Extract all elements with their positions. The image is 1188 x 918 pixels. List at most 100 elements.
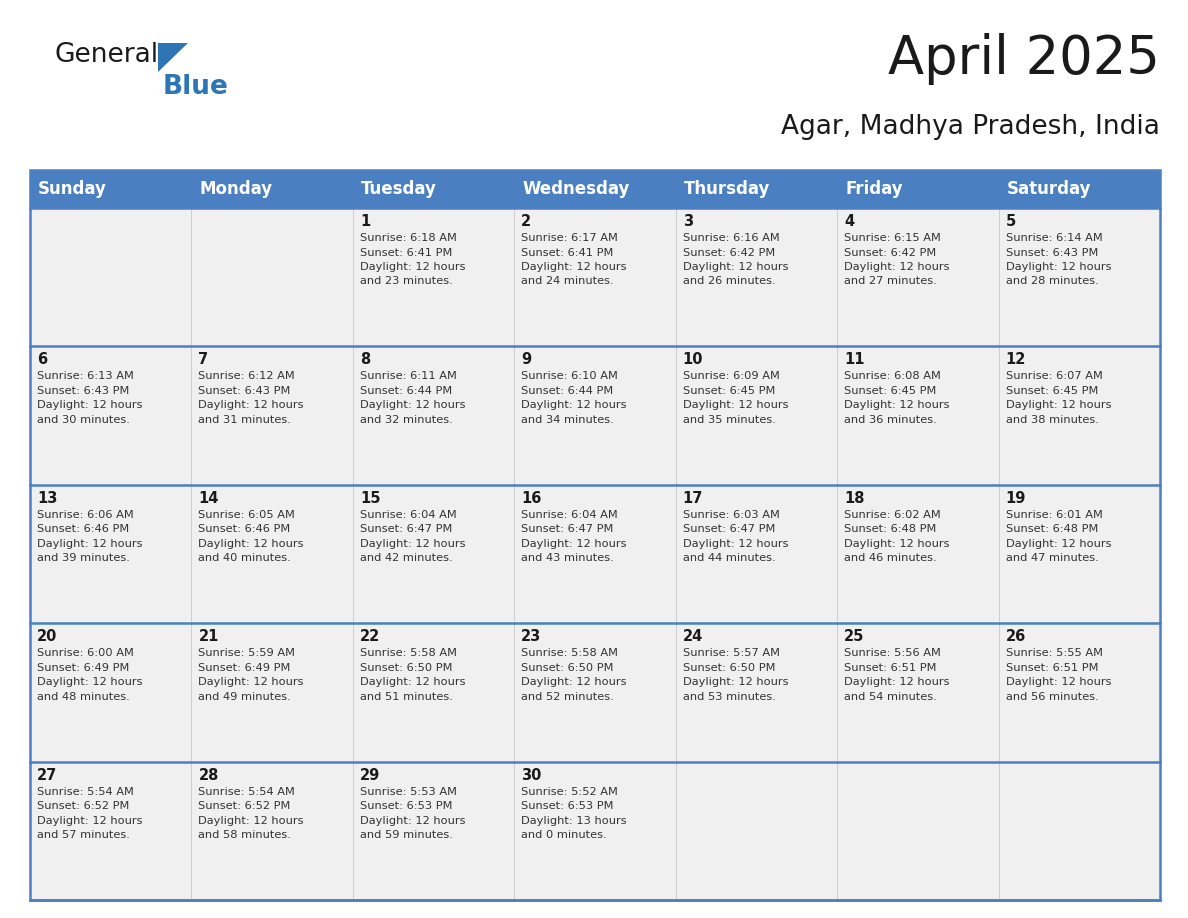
Text: Sunset: 6:47 PM: Sunset: 6:47 PM xyxy=(522,524,614,534)
Text: Daylight: 12 hours: Daylight: 12 hours xyxy=(198,677,304,688)
Text: and 28 minutes.: and 28 minutes. xyxy=(1005,276,1099,286)
Bar xyxy=(999,762,1159,900)
Bar xyxy=(676,346,838,485)
Text: 20: 20 xyxy=(37,629,57,644)
Text: 12: 12 xyxy=(1005,353,1026,367)
Text: and 52 minutes.: and 52 minutes. xyxy=(522,691,614,701)
Text: and 36 minutes.: and 36 minutes. xyxy=(845,415,937,425)
Text: Sunset: 6:43 PM: Sunset: 6:43 PM xyxy=(198,386,291,396)
Bar xyxy=(999,208,1159,346)
Text: 26: 26 xyxy=(1005,629,1025,644)
Text: Sunrise: 5:54 AM: Sunrise: 5:54 AM xyxy=(37,787,134,797)
Text: 21: 21 xyxy=(198,629,219,644)
Text: Saturday: Saturday xyxy=(1006,180,1091,198)
Bar xyxy=(191,623,353,762)
Text: Thursday: Thursday xyxy=(684,180,770,198)
Text: Sunrise: 6:07 AM: Sunrise: 6:07 AM xyxy=(1005,372,1102,381)
Text: and 39 minutes.: and 39 minutes. xyxy=(37,554,129,564)
Text: Sunrise: 6:03 AM: Sunrise: 6:03 AM xyxy=(683,509,779,520)
Text: Daylight: 12 hours: Daylight: 12 hours xyxy=(1005,539,1111,549)
Text: Sunrise: 6:13 AM: Sunrise: 6:13 AM xyxy=(37,372,134,381)
Bar xyxy=(514,170,676,208)
Text: Sunset: 6:45 PM: Sunset: 6:45 PM xyxy=(683,386,775,396)
Text: 3: 3 xyxy=(683,214,693,229)
Text: Sunrise: 6:04 AM: Sunrise: 6:04 AM xyxy=(360,509,456,520)
Bar xyxy=(514,762,676,900)
Bar xyxy=(30,170,1159,900)
Text: Daylight: 12 hours: Daylight: 12 hours xyxy=(198,400,304,410)
Text: Daylight: 12 hours: Daylight: 12 hours xyxy=(37,815,143,825)
Bar xyxy=(999,346,1159,485)
Text: Daylight: 12 hours: Daylight: 12 hours xyxy=(845,677,949,688)
Text: Sunset: 6:53 PM: Sunset: 6:53 PM xyxy=(522,801,614,812)
Bar xyxy=(30,346,191,485)
Text: Sunrise: 6:02 AM: Sunrise: 6:02 AM xyxy=(845,509,941,520)
Text: Sunrise: 6:10 AM: Sunrise: 6:10 AM xyxy=(522,372,618,381)
Text: Blue: Blue xyxy=(163,74,229,100)
Text: Daylight: 12 hours: Daylight: 12 hours xyxy=(360,677,466,688)
Text: and 30 minutes.: and 30 minutes. xyxy=(37,415,129,425)
Bar xyxy=(353,485,514,623)
Text: Daylight: 13 hours: Daylight: 13 hours xyxy=(522,815,627,825)
Polygon shape xyxy=(158,43,188,72)
Bar xyxy=(838,623,999,762)
Text: 22: 22 xyxy=(360,629,380,644)
Text: Daylight: 12 hours: Daylight: 12 hours xyxy=(1005,262,1111,272)
Text: 27: 27 xyxy=(37,767,57,783)
Bar xyxy=(30,762,191,900)
Text: Daylight: 12 hours: Daylight: 12 hours xyxy=(522,262,627,272)
Text: Sunset: 6:46 PM: Sunset: 6:46 PM xyxy=(198,524,291,534)
Text: Daylight: 12 hours: Daylight: 12 hours xyxy=(845,262,949,272)
Bar xyxy=(838,346,999,485)
Text: 2: 2 xyxy=(522,214,531,229)
Text: Sunrise: 6:15 AM: Sunrise: 6:15 AM xyxy=(845,233,941,243)
Text: 7: 7 xyxy=(198,353,209,367)
Bar xyxy=(514,346,676,485)
Text: Daylight: 12 hours: Daylight: 12 hours xyxy=(683,539,788,549)
Text: Monday: Monday xyxy=(200,180,272,198)
Text: 18: 18 xyxy=(845,491,865,506)
Text: and 42 minutes.: and 42 minutes. xyxy=(360,554,453,564)
Text: Daylight: 12 hours: Daylight: 12 hours xyxy=(683,400,788,410)
Bar xyxy=(191,346,353,485)
Text: Sunset: 6:53 PM: Sunset: 6:53 PM xyxy=(360,801,453,812)
Text: Friday: Friday xyxy=(845,180,903,198)
Text: and 31 minutes.: and 31 minutes. xyxy=(198,415,291,425)
Text: Sunrise: 6:18 AM: Sunrise: 6:18 AM xyxy=(360,233,456,243)
Text: Sunset: 6:50 PM: Sunset: 6:50 PM xyxy=(683,663,776,673)
Text: Daylight: 12 hours: Daylight: 12 hours xyxy=(522,400,627,410)
Text: Sunrise: 5:56 AM: Sunrise: 5:56 AM xyxy=(845,648,941,658)
Text: and 53 minutes.: and 53 minutes. xyxy=(683,691,776,701)
Text: 28: 28 xyxy=(198,767,219,783)
Text: 8: 8 xyxy=(360,353,371,367)
Text: Sunrise: 6:09 AM: Sunrise: 6:09 AM xyxy=(683,372,779,381)
Text: Sunrise: 5:58 AM: Sunrise: 5:58 AM xyxy=(522,648,618,658)
Text: Sunrise: 5:54 AM: Sunrise: 5:54 AM xyxy=(198,787,296,797)
Text: 19: 19 xyxy=(1005,491,1026,506)
Bar xyxy=(191,208,353,346)
Text: April 2025: April 2025 xyxy=(889,33,1159,85)
Text: and 26 minutes.: and 26 minutes. xyxy=(683,276,776,286)
Bar xyxy=(838,170,999,208)
Text: and 59 minutes.: and 59 minutes. xyxy=(360,830,453,840)
Bar xyxy=(30,170,191,208)
Text: and 23 minutes.: and 23 minutes. xyxy=(360,276,453,286)
Text: Tuesday: Tuesday xyxy=(361,180,437,198)
Text: 30: 30 xyxy=(522,767,542,783)
Text: Sunset: 6:41 PM: Sunset: 6:41 PM xyxy=(522,248,614,258)
Text: 25: 25 xyxy=(845,629,865,644)
Text: Daylight: 12 hours: Daylight: 12 hours xyxy=(683,262,788,272)
Bar xyxy=(838,762,999,900)
Text: Sunrise: 5:53 AM: Sunrise: 5:53 AM xyxy=(360,787,457,797)
Bar xyxy=(30,208,191,346)
Text: Daylight: 12 hours: Daylight: 12 hours xyxy=(1005,400,1111,410)
Text: 14: 14 xyxy=(198,491,219,506)
Text: Sunrise: 5:55 AM: Sunrise: 5:55 AM xyxy=(1005,648,1102,658)
Text: Sunrise: 6:01 AM: Sunrise: 6:01 AM xyxy=(1005,509,1102,520)
Text: Sunset: 6:48 PM: Sunset: 6:48 PM xyxy=(1005,524,1098,534)
Bar xyxy=(514,485,676,623)
Text: Sunset: 6:41 PM: Sunset: 6:41 PM xyxy=(360,248,453,258)
Text: 9: 9 xyxy=(522,353,531,367)
Text: Daylight: 12 hours: Daylight: 12 hours xyxy=(37,677,143,688)
Text: and 51 minutes.: and 51 minutes. xyxy=(360,691,453,701)
